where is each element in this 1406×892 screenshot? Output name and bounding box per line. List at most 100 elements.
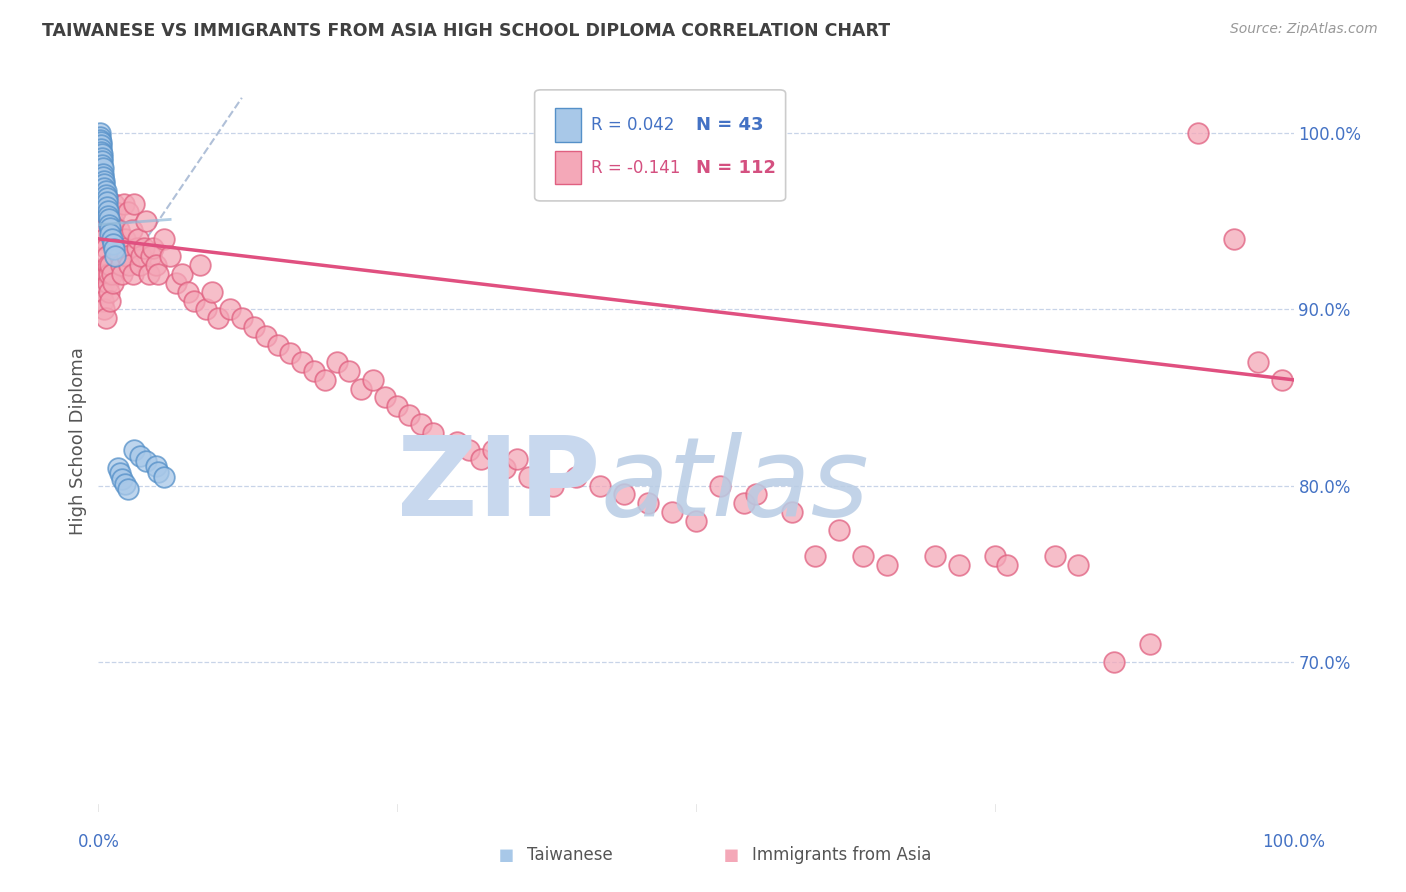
Point [93, 232, 115, 246]
Point [91, 223, 114, 237]
FancyBboxPatch shape [534, 90, 786, 201]
Point [94, 184, 117, 198]
Point [118, 258, 141, 272]
Text: R = -0.141: R = -0.141 [591, 159, 681, 177]
Point [96, 194, 118, 209]
Point [89, 129, 111, 144]
Point [1139, 637, 1161, 651]
Point [94, 241, 117, 255]
Text: ▪: ▪ [498, 843, 515, 866]
Point [89, 232, 111, 246]
Point [278, 346, 301, 360]
Point [114, 232, 136, 246]
Point [1043, 549, 1066, 563]
Point [93, 302, 115, 317]
Point [1067, 558, 1090, 572]
Point [207, 311, 229, 326]
Point [100, 232, 122, 246]
Point [103, 243, 125, 257]
Point [1187, 126, 1209, 140]
Point [125, 241, 148, 255]
Point [517, 470, 540, 484]
Point [589, 478, 612, 492]
Point [96, 267, 118, 281]
Point [96, 249, 118, 263]
Point [243, 320, 266, 334]
Point [132, 241, 155, 255]
Point [91, 293, 114, 308]
Point [94, 187, 117, 202]
Point [112, 196, 135, 211]
Point [148, 465, 170, 479]
Point [291, 355, 314, 369]
Point [90, 145, 112, 160]
Point [142, 241, 165, 255]
Point [153, 470, 176, 484]
Point [117, 205, 139, 219]
Point [374, 391, 396, 405]
Text: TAIWANESE VS IMMIGRANTS FROM ASIA HIGH SCHOOL DIPLOMA CORRELATION CHART: TAIWANESE VS IMMIGRANTS FROM ASIA HIGH S… [42, 22, 890, 40]
Point [111, 471, 134, 485]
Point [91, 167, 114, 181]
Point [115, 241, 138, 255]
Point [98, 212, 121, 227]
Point [89, 126, 111, 140]
Point [363, 373, 385, 387]
Point [129, 258, 152, 272]
Point [315, 373, 337, 387]
Point [91, 147, 114, 161]
Text: N = 43: N = 43 [696, 117, 763, 135]
Point [115, 249, 138, 263]
Point [90, 138, 112, 153]
Point [107, 461, 129, 475]
Point [94, 311, 117, 326]
Point [876, 558, 898, 572]
Point [98, 258, 122, 272]
Point [100, 267, 122, 281]
Text: ▪: ▪ [723, 843, 740, 866]
Point [302, 364, 325, 378]
Point [104, 205, 127, 219]
Y-axis label: High School Diploma: High School Diploma [69, 348, 87, 535]
Point [745, 487, 768, 501]
Point [103, 196, 125, 211]
Point [852, 549, 875, 563]
Point [107, 241, 129, 255]
Point [93, 174, 115, 188]
Point [1104, 655, 1126, 669]
Point [91, 158, 114, 172]
Point [637, 496, 659, 510]
Point [828, 523, 851, 537]
Point [97, 209, 120, 223]
Point [195, 302, 218, 317]
Point [172, 267, 194, 281]
Point [101, 237, 124, 252]
Point [117, 482, 139, 496]
Point [411, 417, 433, 431]
Point [145, 258, 167, 272]
Point [995, 558, 1018, 572]
Text: Source: ZipAtlas.com: Source: ZipAtlas.com [1230, 22, 1378, 37]
Point [385, 399, 409, 413]
Point [91, 161, 114, 176]
Point [339, 364, 361, 378]
Point [121, 223, 143, 237]
Point [219, 302, 242, 317]
Point [89, 133, 111, 147]
Point [422, 425, 444, 440]
Point [98, 227, 122, 241]
Point [685, 514, 707, 528]
Point [90, 267, 112, 281]
Point [122, 267, 145, 281]
Point [98, 285, 121, 299]
Point [153, 232, 176, 246]
FancyBboxPatch shape [555, 109, 581, 142]
Point [98, 221, 122, 235]
Point [91, 285, 114, 299]
Point [183, 293, 205, 308]
Point [124, 443, 146, 458]
Point [470, 452, 492, 467]
Point [506, 452, 529, 467]
Point [541, 478, 564, 492]
Text: Taiwanese: Taiwanese [527, 846, 613, 863]
